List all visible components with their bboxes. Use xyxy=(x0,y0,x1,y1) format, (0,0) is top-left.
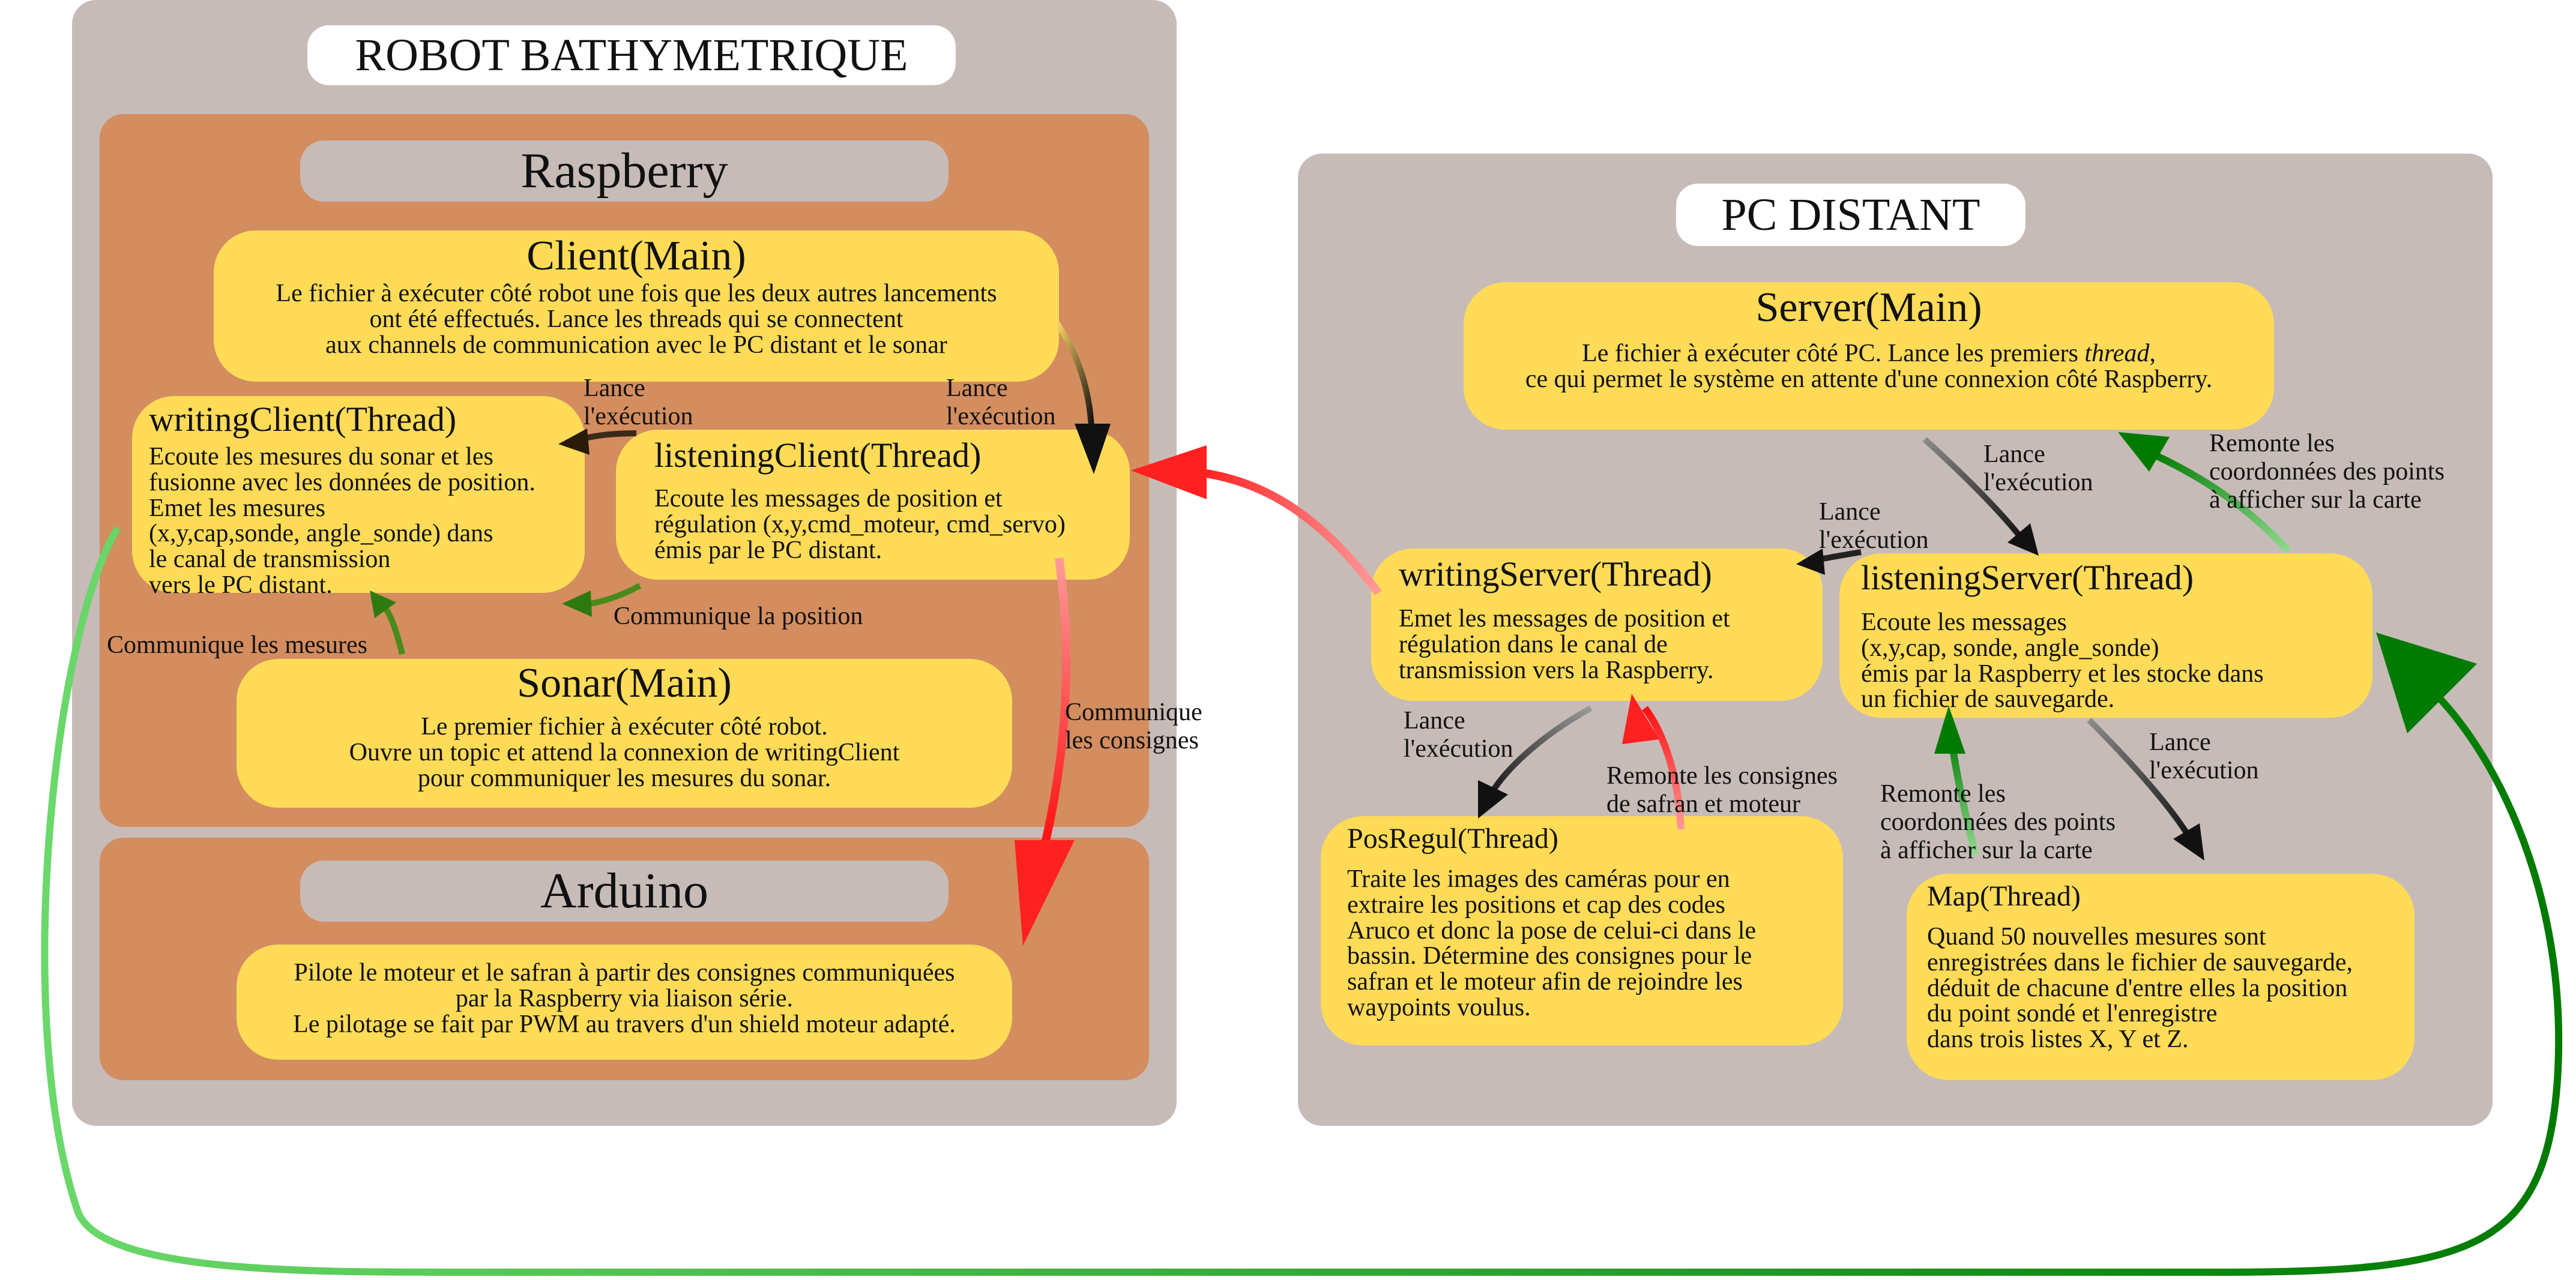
robot-title-text: ROBOT BATHYMETRIQUE xyxy=(355,30,908,80)
client-main-desc: Le fichier à exécuter côté robot une foi… xyxy=(276,280,997,359)
raspberry-title-text: Raspberry xyxy=(520,143,728,199)
writing-client-desc: Ecoute les mesures du sonar et les fusio… xyxy=(149,443,535,599)
sonar-main-title: Sonar(Main) xyxy=(517,660,732,706)
listening-server-desc: Ecoute les messages (x,y,cap, sonde, ang… xyxy=(1861,608,2264,714)
label-communique-position: Communique la position xyxy=(614,602,863,630)
listening-client-desc: Ecoute les messages de position et régul… xyxy=(654,485,1066,564)
client-main-box: Client(Main) Le fichier à exécuter côté … xyxy=(214,230,1059,382)
label-lance-server-listening: Lance l'exécution xyxy=(1983,440,2093,497)
writing-server-desc: Emet les messages de position et régulat… xyxy=(1399,605,1730,684)
arduino-desc: Pilote le moteur et le safran à partir d… xyxy=(293,959,956,1038)
arduino-title: Arduino xyxy=(300,861,949,922)
writing-client-title: writingClient(Thread) xyxy=(149,400,457,439)
label-remonte-coords-map: Remonte les coordonnées des points à aff… xyxy=(1880,780,2116,865)
server-main-desc: Le fichier à exécuter côté PC. Lance les… xyxy=(1464,341,2274,392)
robot-title: ROBOT BATHYMETRIQUE xyxy=(307,25,956,85)
writing-server-title: writingServer(Thread) xyxy=(1399,554,1712,593)
pc-title-text: PC DISTANT xyxy=(1721,190,1980,240)
label-remonte-consignes: Remonte les consignes de safran et moteu… xyxy=(1606,762,1838,819)
label-lance-client-listening: Lance l'exécution xyxy=(946,374,1056,431)
map-box: Map(Thread) Quand 50 nouvelles mesures s… xyxy=(1907,874,2415,1080)
map-desc: Quand 50 nouvelles mesures sont enregist… xyxy=(1927,923,2353,1054)
label-lance-server-map: Lance l'exécution xyxy=(2149,729,2259,785)
listening-client-title: listeningClient(Thread) xyxy=(654,436,982,475)
server-main-title: Server(Main) xyxy=(1755,284,1982,331)
client-main-title: Client(Main) xyxy=(526,233,746,279)
pc-title: PC DISTANT xyxy=(1676,184,2026,246)
writing-server-box: writingServer(Thread) Emet les messages … xyxy=(1371,548,1823,701)
label-communique-consignes: Communique les consignes xyxy=(1065,699,1202,755)
server-main-desc-part2: , ce qui permet le système en attente d'… xyxy=(1525,340,2213,393)
server-main-desc-part1: Le fichier à exécuter côté PC. Lance les… xyxy=(1582,340,2085,367)
writing-client-box: writingClient(Thread) Ecoute les mesures… xyxy=(132,396,585,598)
label-lance-client-writing: Lance l'exécution xyxy=(584,374,693,431)
label-lance-server-posregul: Lance l'exécution xyxy=(1404,707,1513,763)
listening-server-title: listeningServer(Thread) xyxy=(1861,558,2194,597)
sonar-main-desc: Le premier fichier à exécuter côté robot… xyxy=(349,713,900,792)
arduino-title-text: Arduino xyxy=(540,863,708,919)
pos-regul-title: PosRegul(Thread) xyxy=(1347,823,1558,855)
map-title: Map(Thread) xyxy=(1927,880,2081,912)
arduino-box: Pilote le moteur et le safran à partir d… xyxy=(237,945,1012,1060)
sonar-main-box: Sonar(Main) Le premier fichier à exécute… xyxy=(237,659,1012,808)
listening-server-box: listeningServer(Thread) Ecoute les messa… xyxy=(1839,553,2372,718)
label-communique-mesures: Communique les mesures xyxy=(107,631,367,659)
server-main-box: Server(Main) Le fichier à exécuter côté … xyxy=(1464,282,2274,430)
raspberry-title: Raspberry xyxy=(300,140,949,202)
label-remonte-coords-server: Remonte les coordonnées des points à aff… xyxy=(2209,430,2445,514)
pos-regul-box: PosRegul(Thread) Traite les images des c… xyxy=(1321,816,1843,1045)
pos-regul-desc: Traite les images des caméras pour en ex… xyxy=(1347,865,1757,1022)
server-main-desc-italic: thread xyxy=(2084,340,2150,367)
label-lance-server-writing: Lance l'exécution xyxy=(1819,498,1929,554)
listening-client-box: listeningClient(Thread) Ecoute les messa… xyxy=(616,430,1130,580)
